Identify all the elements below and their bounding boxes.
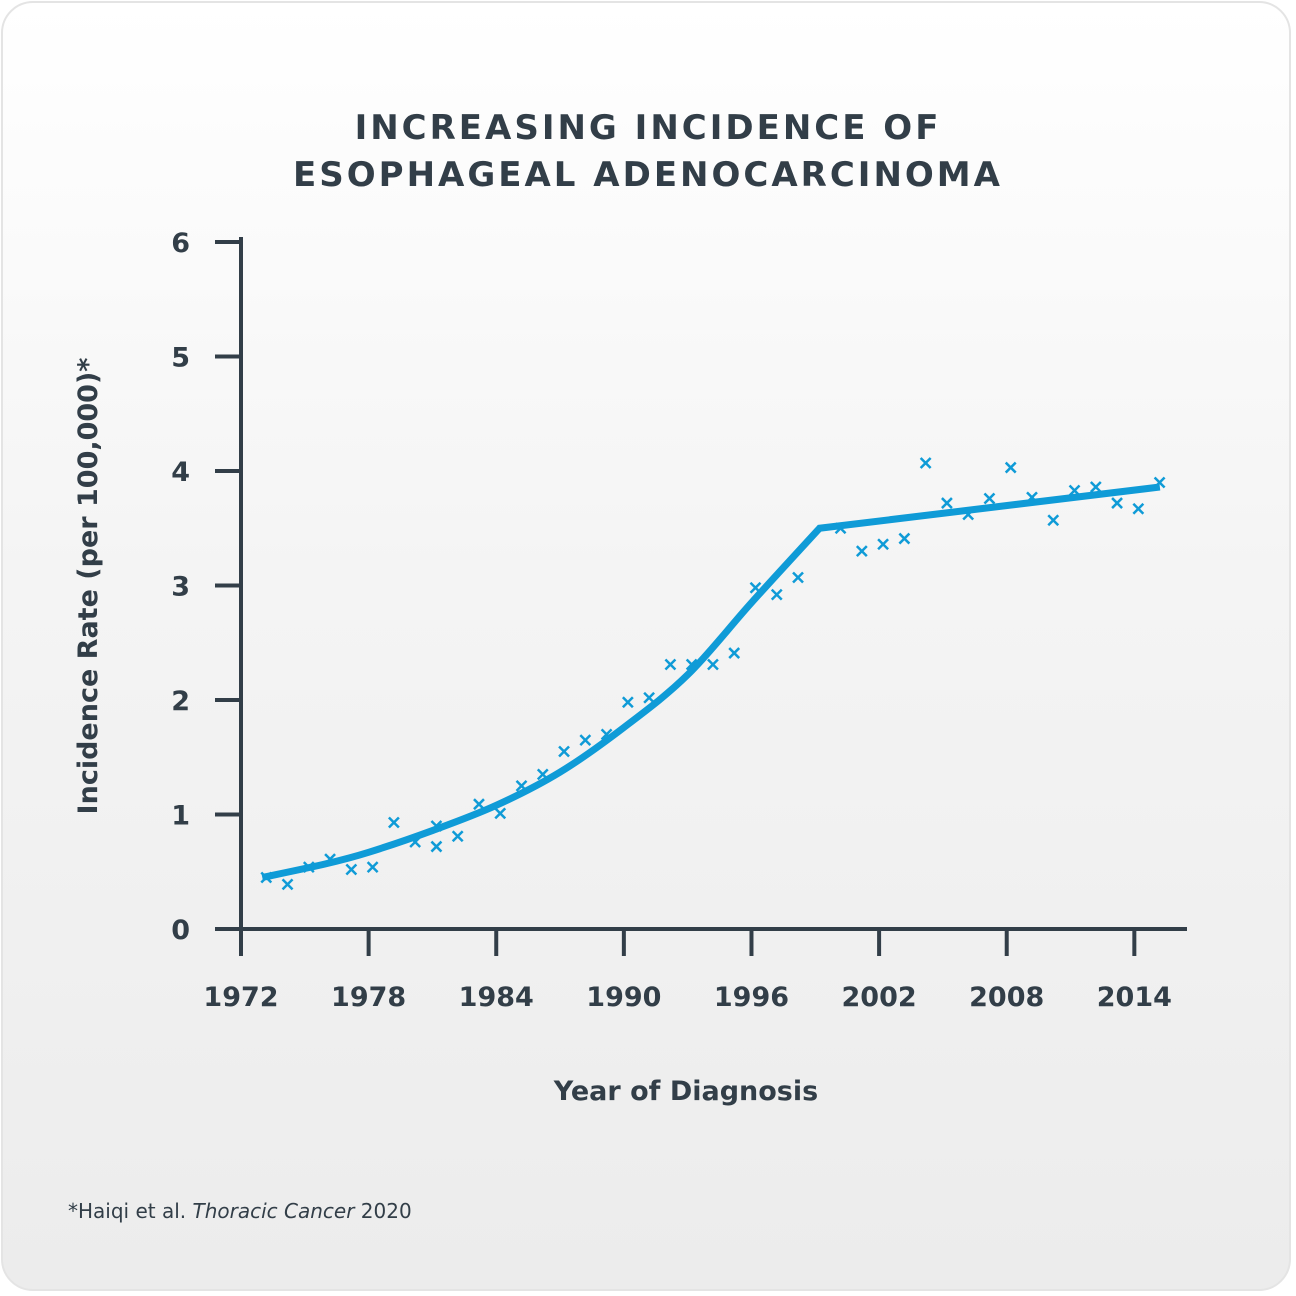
data-point-x-marker <box>984 493 994 503</box>
data-point-x-marker <box>1112 498 1122 508</box>
data-point-x-marker <box>1133 504 1143 514</box>
axes: 0 1 2 3 4 5 6 1972 1978 1984 1990 1996 2002 2008 2014 <box>171 228 1187 1013</box>
x-tick-label: 2002 <box>842 982 917 1013</box>
data-point-x-marker <box>1091 482 1101 492</box>
y-tick-label: 1 <box>171 801 190 832</box>
data-point-x-marker <box>580 735 590 745</box>
y-tick-label: 2 <box>171 686 190 717</box>
x-axis-title: Year of Diagnosis <box>553 1076 818 1107</box>
data-point-x-marker <box>899 534 909 544</box>
data-point-x-marker <box>942 498 952 508</box>
data-point-x-marker <box>1006 463 1016 473</box>
data-point-x-marker <box>857 546 867 556</box>
data-point-x-marker <box>368 862 378 872</box>
y-tick-label: 6 <box>171 228 190 259</box>
data-point-x-marker <box>389 818 399 828</box>
x-tick-label: 1984 <box>459 982 534 1013</box>
data-point-x-marker <box>772 590 782 600</box>
y-tick-label: 4 <box>171 457 190 488</box>
data-point-x-marker <box>346 864 356 874</box>
data-point-x-marker <box>1048 515 1058 525</box>
x-tick-label: 1996 <box>714 982 789 1013</box>
footnote-suffix: 2020 <box>354 1199 411 1223</box>
x-tick-label: 2008 <box>969 982 1044 1013</box>
y-tick-label: 5 <box>171 343 190 374</box>
footnote: *Haiqi et al. Thoracic Cancer 2020 <box>68 1199 412 1223</box>
data-point-x-marker <box>644 693 654 703</box>
data-point-x-marker <box>623 697 633 707</box>
data-point-x-marker <box>729 648 739 658</box>
x-tick-label: 1978 <box>331 982 406 1013</box>
data-point-x-marker <box>495 808 505 818</box>
data-point-x-marker <box>559 747 569 757</box>
data-point-x-marker <box>793 572 803 582</box>
footnote-prefix: *Haiqi et al. <box>68 1199 193 1223</box>
data-point-x-marker <box>453 831 463 841</box>
data-point-x-marker <box>538 769 548 779</box>
data-point-x-marker <box>283 879 293 889</box>
y-axis-title: Incidence Rate (per 100,000)* <box>73 358 104 815</box>
data-point-x-marker <box>431 842 441 852</box>
data-point-x-marker <box>474 799 484 809</box>
footnote-journal: Thoracic Cancer <box>193 1199 355 1223</box>
data-point-x-marker <box>878 539 888 549</box>
x-tick-label: 2014 <box>1097 982 1172 1013</box>
data-point-x-marker <box>921 458 931 468</box>
x-tick-label: 1972 <box>203 982 278 1013</box>
x-tick-label: 1990 <box>586 982 661 1013</box>
scatter-points <box>261 458 1164 889</box>
y-tick-label: 0 <box>171 915 190 946</box>
data-point-x-marker <box>708 660 718 670</box>
data-point-x-marker <box>665 660 675 670</box>
y-tick-label: 3 <box>171 572 190 603</box>
data-point-x-marker <box>750 583 760 593</box>
